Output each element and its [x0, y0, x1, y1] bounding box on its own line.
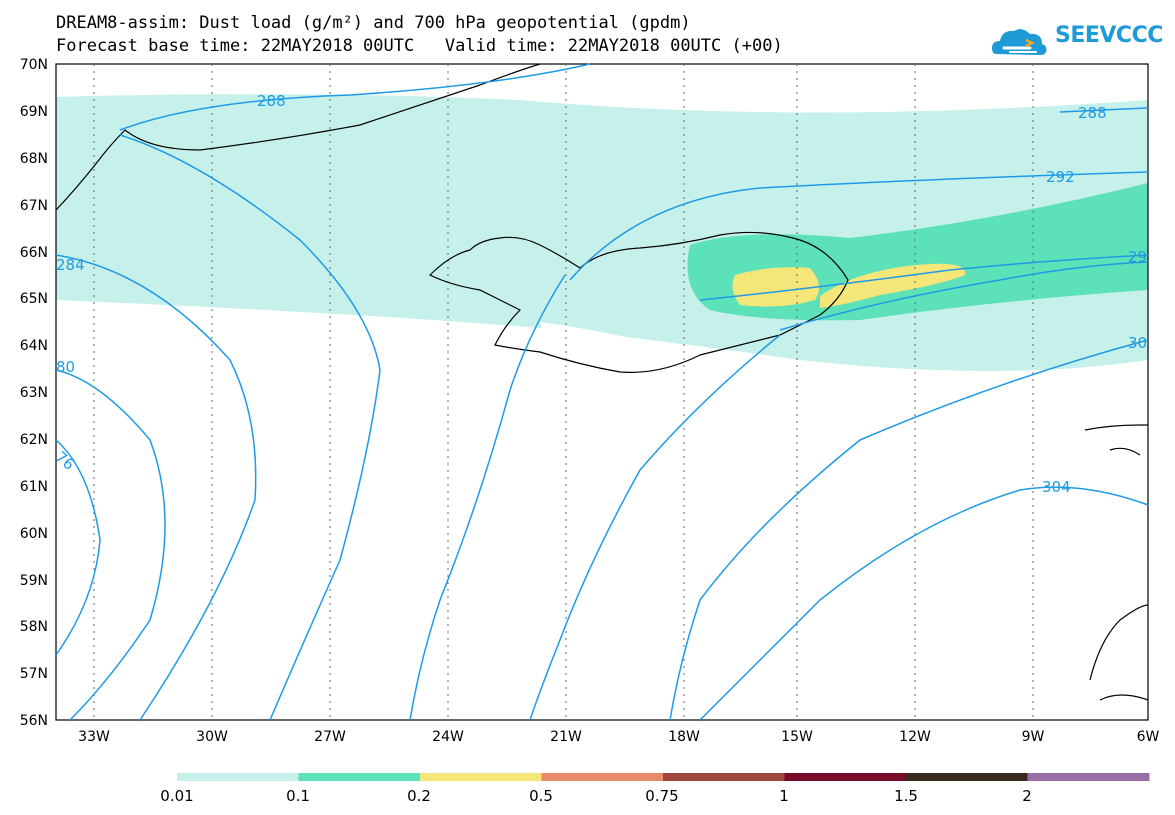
colorbar	[177, 773, 1150, 781]
contour-296	[55, 254, 257, 721]
chart-subtitle: Forecast base time: 22MAY2018 00UTC Vali…	[56, 36, 783, 56]
lon-label: 15W	[781, 729, 813, 745]
lat-label: 68N	[20, 151, 48, 167]
contour-304b	[529, 334, 781, 721]
lon-label: 6W	[1137, 729, 1160, 745]
colorbar-label: 1	[779, 787, 789, 805]
colorbar-label: 0.5	[529, 787, 553, 805]
contour-288	[119, 63, 591, 131]
lon-label: 18W	[668, 729, 700, 745]
lon-label: 30W	[196, 729, 228, 745]
colorbar-swatch	[663, 773, 785, 781]
lat-label: 58N	[20, 619, 48, 635]
colorbar-swatch	[420, 773, 542, 781]
lat-label: 63N	[20, 385, 48, 401]
lon-label: 12W	[899, 729, 931, 745]
contour-label: 29	[1128, 248, 1147, 266]
contour-284	[55, 439, 101, 656]
lon-label: 24W	[432, 729, 464, 745]
map-frame	[55, 63, 1149, 721]
contour-label: 80	[56, 358, 75, 376]
colorbar-swatch	[177, 773, 299, 781]
colorbar-swatch	[784, 773, 907, 781]
lat-label: 56N	[20, 713, 48, 729]
colorbar-swatch	[906, 773, 1028, 781]
contour-304c	[669, 339, 1149, 721]
norway-coast	[1084, 424, 1148, 456]
lon-label: 27W	[314, 729, 346, 745]
lat-label: 65N	[20, 291, 48, 307]
colorbar-swatch	[1027, 773, 1150, 781]
colorbar-label: 2	[1022, 787, 1032, 805]
lat-label: 66N	[20, 245, 48, 261]
logo-text: SEEVCCC	[1055, 23, 1163, 48]
coastlines	[55, 63, 1149, 701]
contour-304a	[409, 274, 566, 721]
colorbar-swatch	[541, 773, 664, 781]
lon-label: 21W	[550, 729, 582, 745]
lat-labels: 70N 69N 68N 67N 66N 65N 64N 63N 62N 61N …	[20, 57, 48, 729]
colorbar-label: 0.1	[286, 787, 310, 805]
lon-labels: 33W 30W 27W 24W 21W 18W 15W 12W 9W 6W	[78, 729, 1159, 745]
lat-label: 67N	[20, 198, 48, 214]
colorbar-label: 0.01	[160, 787, 194, 805]
chart-title: DREAM8-assim: Dust load (g/m²) and 700 h…	[56, 13, 691, 33]
contours	[55, 63, 1149, 721]
dust-core-1	[732, 267, 819, 307]
colorbar-label: 0.2	[407, 787, 431, 805]
contour-label: 288	[257, 92, 286, 110]
contour-label: 292	[1046, 168, 1075, 186]
colorbar-label: 0.75	[645, 787, 679, 805]
contour-292-north	[569, 171, 1149, 281]
lat-label: 60N	[20, 526, 48, 542]
lat-label: 61N	[20, 479, 48, 495]
contour-label: 284	[56, 256, 85, 274]
greenland-coast	[55, 63, 541, 211]
contour-292	[119, 134, 381, 721]
colorbar-swatch	[298, 773, 421, 781]
grid	[93, 64, 1034, 720]
contour-label: 288	[1078, 104, 1107, 122]
lat-label: 59N	[20, 573, 48, 589]
dust-core-2	[820, 263, 966, 308]
contour-288-east	[1059, 107, 1149, 113]
lat-label: 57N	[20, 666, 48, 682]
contour-300	[55, 369, 166, 721]
dust-band-low-west	[56, 97, 90, 240]
lon-label: 33W	[78, 729, 110, 745]
scotland-coast	[1089, 604, 1149, 701]
contour-300-east	[779, 261, 1149, 331]
cloud-icon	[992, 29, 1047, 55]
colorbar-label: 1.5	[894, 787, 918, 805]
contour-304d	[699, 486, 1149, 721]
contour-label: 304	[1042, 478, 1071, 496]
contour-label: 30	[1128, 334, 1147, 352]
lat-label: 62N	[20, 432, 48, 448]
lat-label: 70N	[20, 57, 48, 73]
lat-label: 64N	[20, 338, 48, 354]
iceland-coast	[428, 231, 849, 373]
lon-label: 9W	[1022, 729, 1045, 745]
lat-label: 69N	[20, 104, 48, 120]
contour-296-east	[699, 254, 1149, 301]
